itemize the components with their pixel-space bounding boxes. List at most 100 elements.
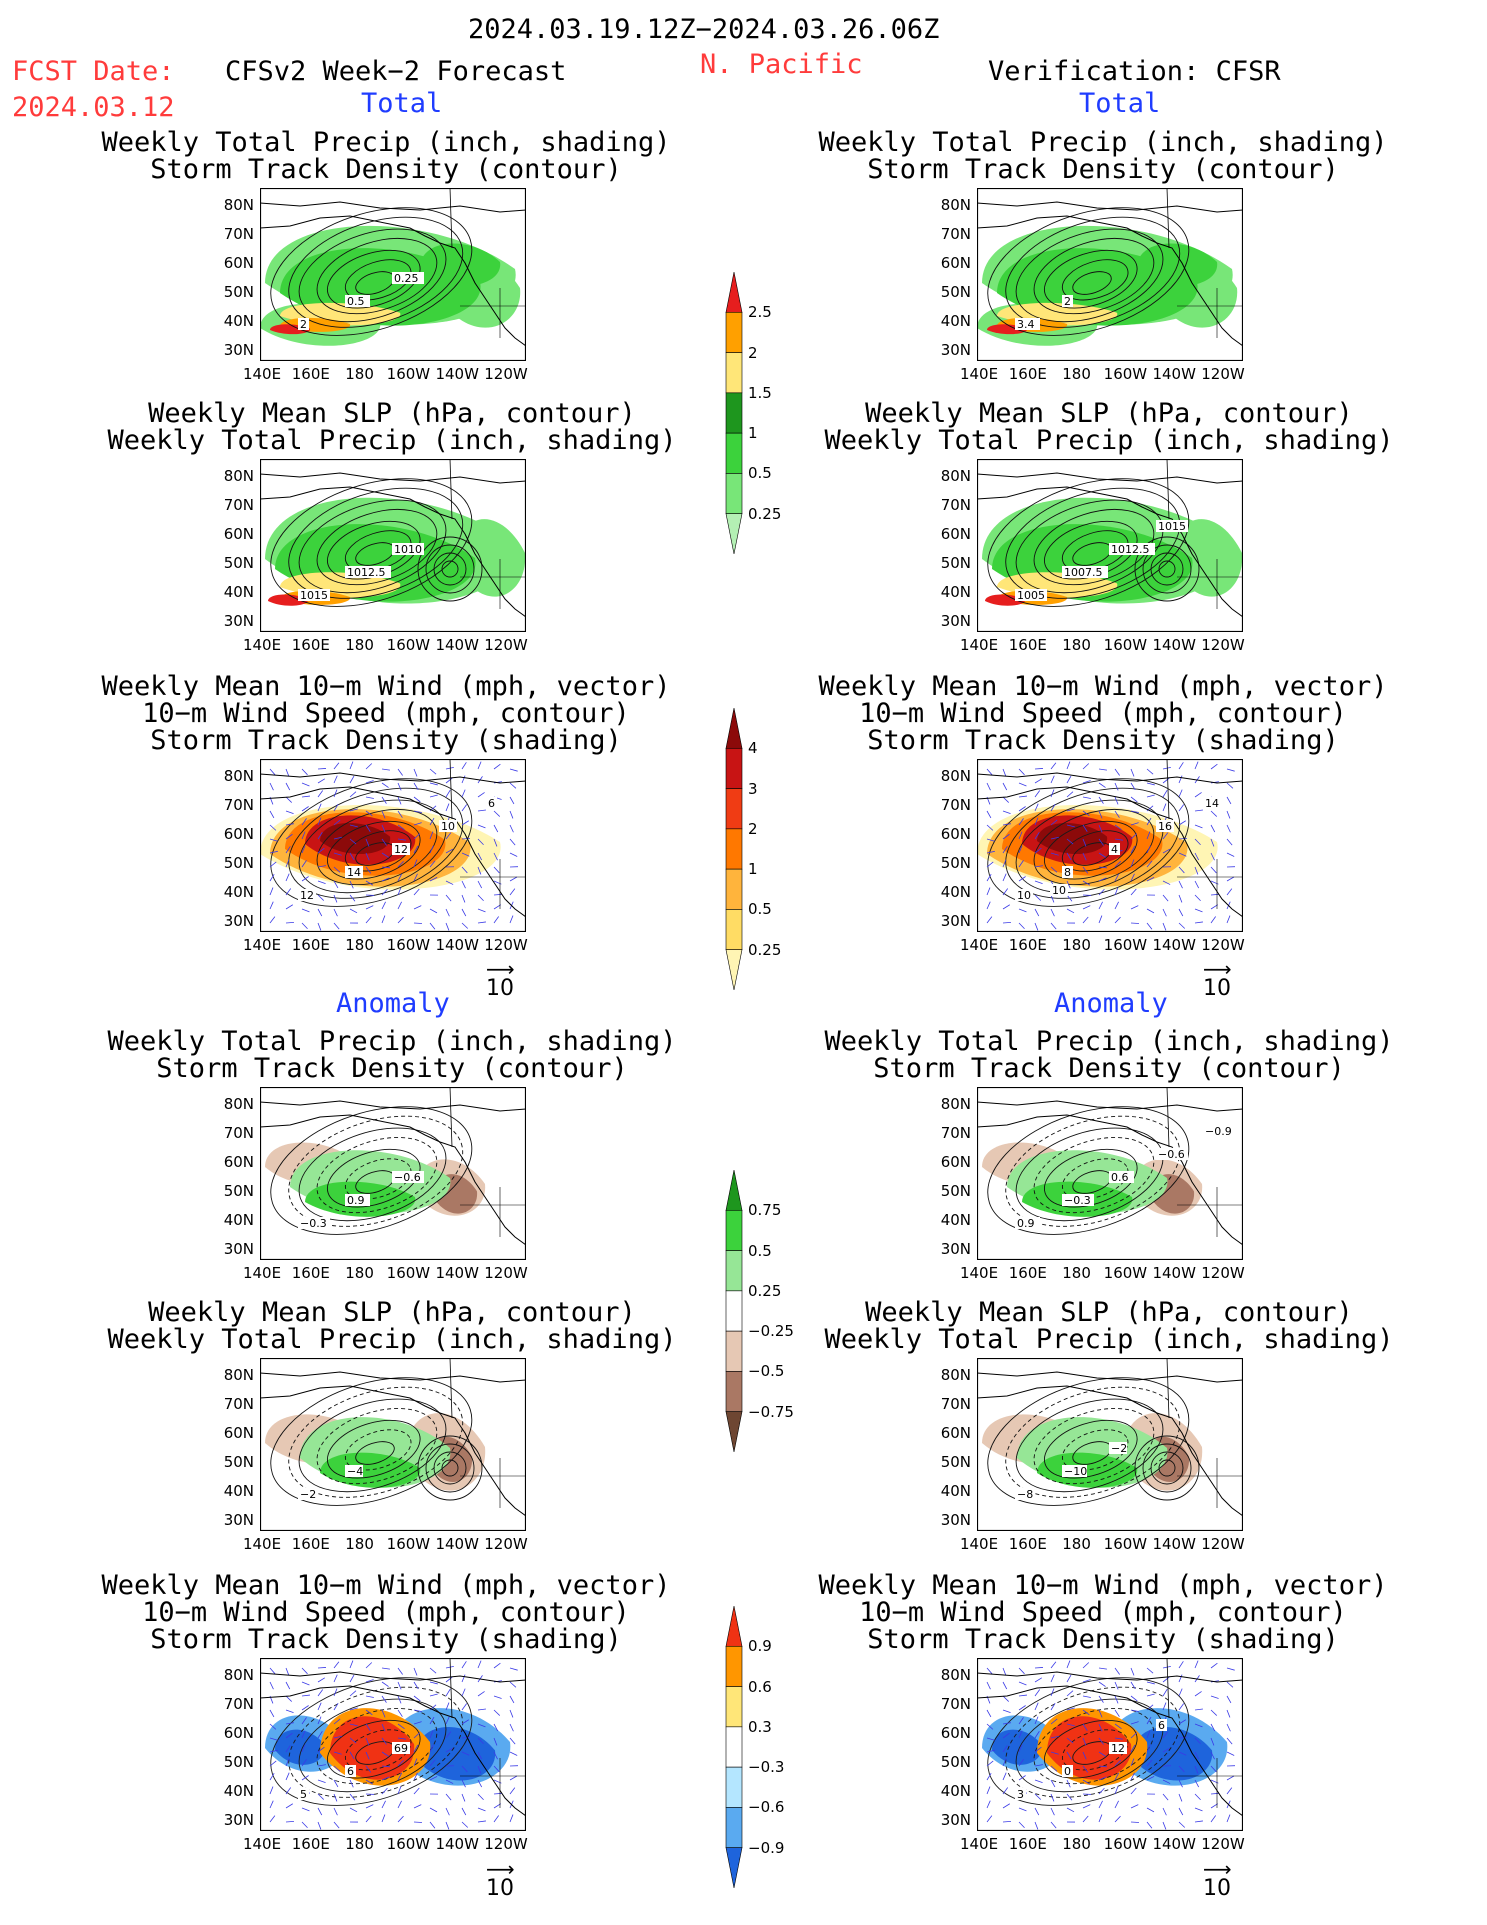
map-f-wind-anom: 5 6 69 [260,1658,526,1831]
lat-label: 70N [940,225,971,243]
lat-label: 30N [940,1511,971,1529]
contour-line [316,1408,438,1485]
lat-label: 60N [223,1724,254,1742]
map-frame [977,759,1243,932]
map-panel-v-prec-anom: 0.9 −0.3 0.6 −0.6 −0.9 80N 70N 60N 50N 40N 30N 140E… [927,1087,1293,1290]
lon-label: 160E [1008,936,1047,954]
lat-label: 80N [223,1366,254,1384]
lon-label: 160W [386,636,431,654]
contour-line [1005,1386,1181,1498]
lat-label: 80N [940,767,971,785]
lon-label: 160W [1103,936,1148,954]
lat-label: 60N [940,525,971,543]
contour-line [288,1686,464,1798]
date-range: 2024.03.19.12Z−2024.03.26.06Z [468,14,940,45]
contour-label: 5 [300,1788,307,1801]
contour-label: 1007.5 [1064,566,1103,579]
lon-label: 160E [291,1264,330,1282]
contour-line [344,830,412,872]
lon-label: 120W [484,1835,528,1853]
lon-label: 160E [1008,636,1047,654]
contour-line [1015,228,1164,323]
lat-label: 80N [940,1366,971,1384]
lon-label: 180 [345,936,374,954]
colorbar-precip-total [725,271,743,555]
lon-label: 120W [484,936,528,954]
lat-label: 80N [940,1095,971,1113]
colorbar-level-label: −0.5 [748,1362,785,1381]
contour-label: 0.5 [347,295,365,308]
lon-label: 160W [386,1264,431,1282]
lon-label: 160E [291,636,330,654]
contour-label: 12 [1111,1742,1125,1755]
lat-label: 30N [940,1811,971,1829]
colorbar-level-label: 0.3 [748,1717,772,1736]
title-f-slp-anom: Weekly Mean SLP (hPa, contour) Weekly Tot… [107,1297,677,1355]
contour-line [1005,787,1181,899]
title-f-prec-tot: Weekly Total Precip (inch, shading) Storm… [101,127,671,185]
lat-label: 80N [223,1095,254,1113]
vector-reference-v-anom: ⟶ 10 [1203,1857,1232,1901]
contour-label: 1015 [300,589,328,602]
shading-region [1137,243,1218,286]
lon-label: 120W [1201,936,1245,954]
contour-label: 0.25 [394,272,419,285]
contour-label: 0.6 [1111,1171,1129,1184]
lat-label: 30N [223,912,254,930]
map-frame [260,188,526,361]
lat-label: 30N [940,341,971,359]
contour-line [288,487,464,599]
lon-label: 160W [386,1835,431,1853]
shading-region [420,243,501,286]
lat-label: 50N [940,554,971,572]
lat-label: 70N [940,1395,971,1413]
colorbar-level-label: 2.5 [748,303,772,322]
section-anomaly-forecast: Anomaly [336,988,450,1019]
title-f-slp-tot: Weekly Mean SLP (hPa, contour) Weekly Tot… [107,398,677,456]
colorbar-level-label: −0.3 [748,1758,785,1777]
lat-label: 40N [940,1211,971,1229]
shading-region [1037,1452,1138,1488]
title-v-wind-tot: Weekly Mean 10−m Wind (mph, vector) 10−m … [818,671,1388,756]
lon-label: 160E [1008,1835,1047,1853]
lat-label: 60N [223,254,254,272]
lat-label: 40N [223,1211,254,1229]
contour-line [1005,216,1181,328]
map-frame [977,1087,1243,1260]
colorbar-level-label: 0.75 [748,1201,782,1220]
lat-label: 40N [940,883,971,901]
lat-label: 80N [940,1666,971,1684]
lat-label: 50N [940,854,971,872]
lon-label: 120W [484,636,528,654]
contour-label: 6 [488,797,495,810]
map-frame [260,1358,526,1531]
lat-label: 40N [223,1782,254,1800]
map-panel-f-wind-tot: 12 14 12 10 6 80N 70N 60N 50N 40N 30N 140E 160E 180 16… [210,759,576,962]
contour-line [326,1419,421,1479]
lat-label: 30N [940,912,971,930]
contour-line [1043,249,1138,309]
contour-line [298,1698,447,1793]
contour-label: 14 [347,866,361,879]
colorbar-level-label: 1 [748,860,758,879]
lon-label: 140E [959,1835,999,1853]
lon-label: 140E [242,1835,282,1853]
lon-label: 160E [291,365,330,383]
lon-label: 140W [435,1835,479,1853]
colorbar-level-label: 0.5 [748,900,772,919]
contour-line [1015,1398,1164,1493]
contour-line [298,1127,447,1222]
lon-label: 180 [345,365,374,383]
lon-label: 140W [1152,365,1196,383]
lon-label: 180 [345,1264,374,1282]
lon-label: 140E [959,1264,999,1282]
lat-label: 50N [940,1753,971,1771]
contour-line [1043,1419,1138,1479]
vector-reference-f-anom: ⟶ 10 [486,1857,515,1901]
lat-label: 40N [223,1482,254,1500]
shading-region [275,1729,326,1765]
lon-label: 160W [1103,365,1148,383]
map-frame [977,1658,1243,1831]
lat-label: 50N [223,1453,254,1471]
contour-label: 1005 [1017,589,1045,602]
